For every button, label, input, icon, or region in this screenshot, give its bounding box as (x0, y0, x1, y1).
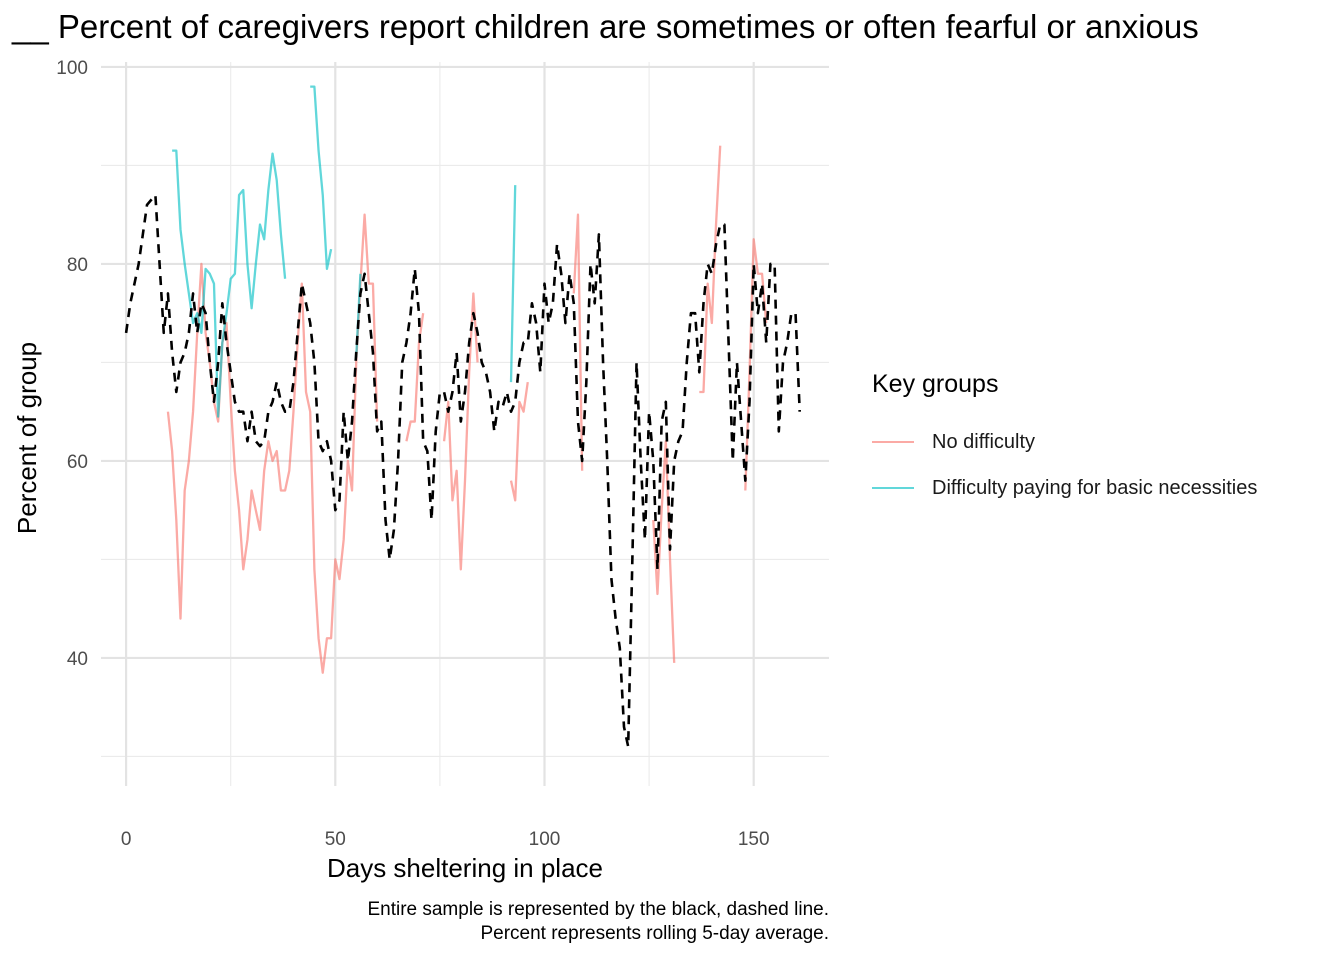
series-line-no-difficulty (744, 238, 768, 491)
y-tick-label: 60 (67, 452, 88, 473)
caption-line-2: Percent represents rolling 5-day average… (480, 923, 829, 944)
series-line-difficulty-paying-for-basic-necessities (310, 85, 333, 271)
legend-title: Key groups (872, 370, 999, 398)
series-line-entire-sample (124, 193, 802, 748)
tick-labels: 0 50 100 150 40 60 80 100 (56, 58, 769, 850)
series-line-no-difficulty (405, 313, 425, 442)
x-tick-label: 50 (325, 829, 346, 850)
y-tick-label: 100 (56, 58, 88, 79)
series-line-no-difficulty (699, 145, 722, 394)
series-line-difficulty-paying-for-basic-necessities (509, 185, 517, 383)
x-tick-label: 150 (738, 829, 770, 850)
series-line-no-difficulty (509, 381, 529, 502)
legend-item-difficulty-paying: Difficulty paying for basic necessities (872, 465, 1257, 511)
y-tick-label: 40 (67, 649, 88, 670)
series-layer (124, 85, 802, 748)
series-line-no-difficulty (652, 440, 676, 663)
x-tick-label: 0 (121, 829, 132, 850)
series-line-no-difficulty (572, 213, 584, 471)
series-line-no-difficulty (442, 292, 479, 571)
grid-major (101, 62, 829, 786)
legend-label-no-difficulty: No difficulty (932, 430, 1036, 453)
legend-item-no-difficulty: No difficulty (872, 419, 1257, 465)
x-axis-title: Days sheltering in place (327, 853, 603, 883)
caption-line-1: Entire sample is represented by the blac… (367, 899, 829, 920)
legend: Key groups No difficulty Difficulty payi… (872, 370, 1257, 511)
x-tick-label: 100 (529, 829, 561, 850)
chart-title: __ Percent of caregivers report children… (12, 8, 1199, 45)
legend-label-difficulty-paying: Difficulty paying for basic necessities (932, 476, 1258, 499)
series-line-no-difficulty (166, 213, 379, 674)
legend-key-no-difficulty (872, 441, 914, 443)
legend-key-difficulty-paying (872, 487, 914, 489)
y-tick-label: 80 (67, 255, 88, 276)
chart-caption: Entire sample is represented by the blac… (367, 898, 829, 946)
y-axis-title: Percent of group (12, 342, 42, 534)
